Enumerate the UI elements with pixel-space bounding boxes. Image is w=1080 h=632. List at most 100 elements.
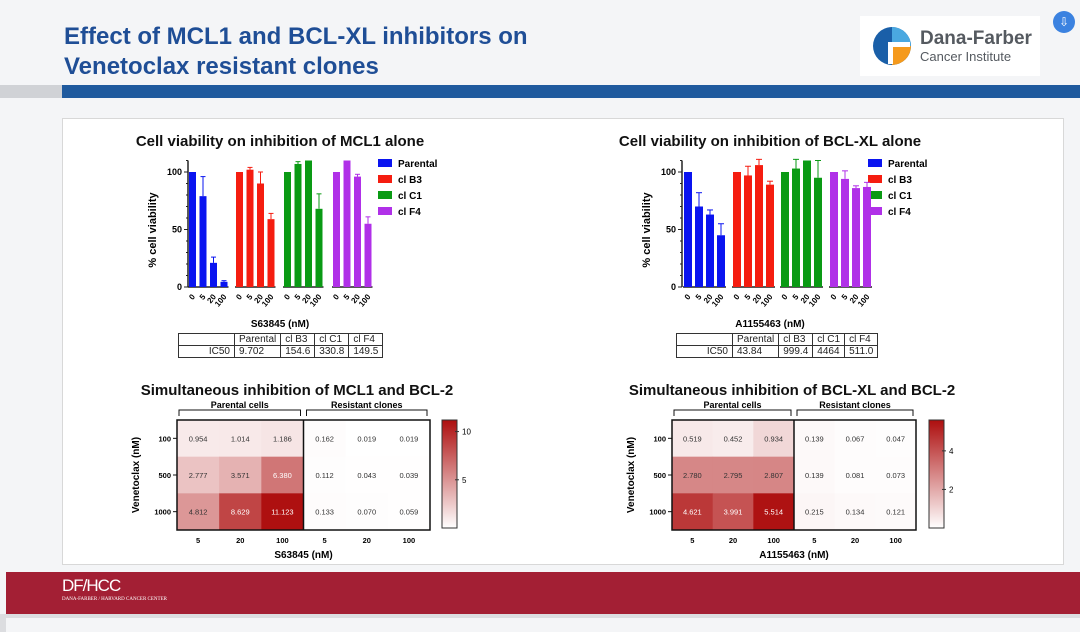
heatmap-cell (794, 456, 836, 494)
chart-title: Cell viability on inhibition of MCL1 alo… (136, 133, 424, 150)
bar-cl-b3 (766, 184, 774, 287)
slide-title: Effect of MCL1 and BCL-XL inhibitors on V… (64, 22, 528, 82)
bar-cl-c1 (294, 163, 302, 287)
heatmap-cell (177, 420, 220, 458)
heatmap-cell (177, 493, 220, 531)
mcl1-bcl2-heatmap: Simultaneous inhibition of MCL1 and BCL-… (131, 382, 471, 561)
chart-title: Cell viability on inhibition of BCL-XL a… (619, 133, 921, 150)
y-tick-label: 0 (177, 282, 182, 292)
table-corner (178, 333, 235, 346)
heatmap-cell (387, 493, 431, 531)
cell-value: 0.215 (805, 508, 824, 517)
heatmap-cell (712, 493, 754, 531)
group-bracket (306, 409, 428, 416)
cell-value: 0.059 (400, 508, 419, 517)
next-slide-preview[interactable] (6, 618, 1080, 632)
dana-farber-logo: Dana-Farber Cancer Institute (860, 16, 1040, 76)
bar-cl-c1 (803, 160, 811, 287)
cell-value: 0.047 (886, 434, 905, 443)
legend-label: cl F4 (888, 207, 911, 218)
legend-label: cl B3 (888, 175, 912, 186)
bar-parental (210, 262, 217, 287)
y-tick-label: 50 (172, 225, 182, 235)
colorbar (928, 419, 945, 529)
heatmap-cell (672, 456, 714, 494)
heatmap-cell (834, 493, 876, 531)
bar-cl-b3 (733, 172, 741, 287)
heatmap-cell (219, 456, 262, 494)
x-tick-label: 0 (829, 292, 839, 302)
heatmap-cell (794, 493, 836, 531)
table-header: cl B3 (778, 333, 814, 346)
download-button[interactable]: ⇩ (1053, 11, 1075, 33)
bar-parental (684, 172, 692, 287)
table-header: cl C1 (314, 333, 350, 346)
bclxl-ic50-table: Parental cl B3 cl C1 cl F4 IC50 43.84 999.4 446… (676, 333, 879, 358)
group-label: Parental cells (703, 400, 761, 410)
legend-label: Parental (888, 159, 928, 170)
cell-value: 0.121 (886, 508, 905, 517)
y-axis-label: % cell viability (641, 192, 653, 268)
heatmap-cell (345, 456, 389, 494)
heatmap-cell (219, 493, 262, 531)
heatmap-cell (875, 420, 917, 458)
y-tick-label: 1000 (154, 508, 171, 517)
cell-value: 8.629 (231, 508, 250, 517)
table-row: IC50 43.84 999.4 4464 511.0 (676, 345, 879, 358)
table-header: cl F4 (844, 333, 879, 346)
ic50-value: 9.702 (233, 345, 282, 358)
download-icon: ⇩ (1058, 15, 1070, 29)
bar-parental (199, 196, 207, 287)
x-tick-label: 100 (807, 292, 823, 308)
ic50-value: 43.84 (731, 345, 780, 358)
cell-value: 2.795 (724, 471, 743, 480)
x-tick-label: 0 (732, 292, 742, 302)
bar-cl-f4 (830, 172, 838, 287)
logo-subtitle: Cancer Institute (920, 48, 1012, 64)
colorbar (441, 419, 458, 529)
heatmap-cell (875, 493, 917, 531)
x-tick-label: 100 (213, 292, 229, 308)
header-band (62, 85, 1080, 98)
cell-value: 3.991 (724, 508, 743, 517)
cell-value: 0.081 (846, 471, 865, 480)
heatmap-cell (303, 456, 347, 494)
bar-cl-f4 (852, 188, 860, 287)
x-tick-label: 100 (889, 536, 902, 545)
legend-label: cl F4 (398, 207, 421, 218)
colorbar-tick-label: 4 (949, 447, 954, 456)
legend-swatch (868, 175, 882, 183)
colorbar-tick-label: 5 (462, 476, 467, 485)
y-axis-label: Venetoclax (nM) (626, 437, 637, 513)
x-tick-label: 20 (363, 536, 371, 545)
legend-swatch (378, 191, 392, 199)
table-header: cl C1 (812, 333, 846, 346)
cell-value: 0.519 (683, 434, 702, 443)
heatmap-cell (794, 420, 836, 458)
bar-cl-f4 (841, 178, 849, 287)
bar-cl-b3 (267, 219, 275, 287)
y-tick-label: 500 (653, 471, 666, 480)
x-tick-label: 5 (342, 292, 352, 302)
group-bracket (673, 409, 792, 416)
mcl1-bar-chart: Cell viability on inhibition of MCL1 alo… (136, 133, 438, 330)
footer-subtitle: DANA-FARBER / HARVARD CANCER CENTER (62, 597, 167, 602)
cell-value: 0.162 (315, 434, 334, 443)
slide: Effect of MCL1 and BCL-XL inhibitors on V… (0, 0, 1080, 614)
bar-parental (717, 235, 725, 287)
x-tick-label: 0 (331, 292, 341, 302)
group-bracket (796, 409, 914, 416)
x-tick-label: 100 (767, 536, 780, 545)
x-tick-label: 0 (234, 292, 244, 302)
x-tick-label: 20 (851, 536, 859, 545)
bar-cl-b3 (236, 172, 243, 287)
bar-parental (695, 206, 703, 287)
x-axis-label: S63845 (nM) (251, 319, 309, 330)
y-axis-label: Venetoclax (nM) (131, 437, 142, 513)
bar-parental (189, 172, 196, 287)
y-tick-label: 100 (167, 167, 182, 177)
heatmap-cell (753, 493, 795, 531)
heatmap-cell (261, 493, 304, 531)
heatmap-cell (261, 456, 304, 494)
bar-cl-c1 (284, 172, 291, 287)
